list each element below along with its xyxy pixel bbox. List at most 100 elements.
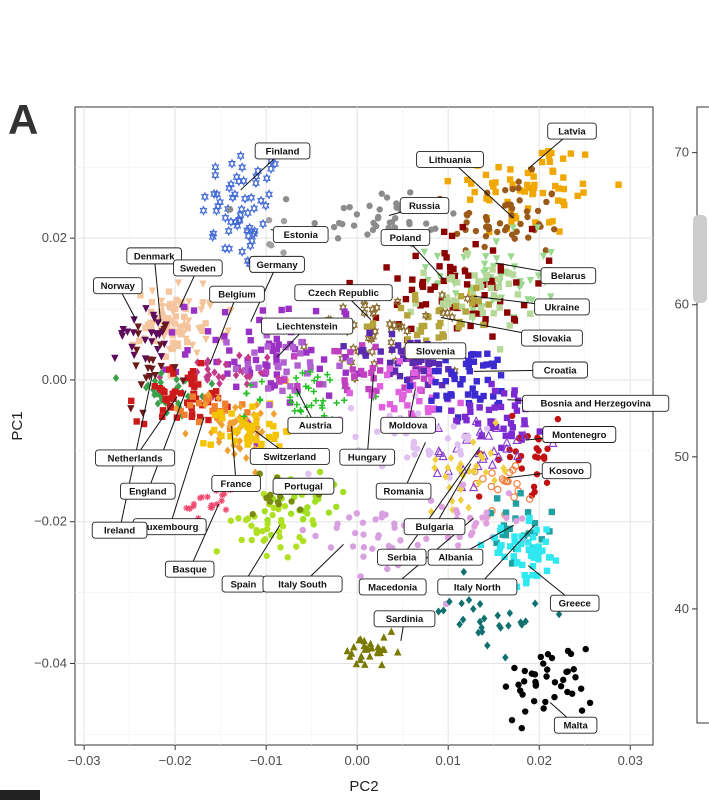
label-denmark: Denmark — [126, 247, 182, 265]
data-point — [456, 620, 463, 629]
data-point — [427, 286, 434, 293]
data-point — [334, 235, 342, 242]
data-point — [290, 353, 298, 360]
data-point — [269, 511, 276, 519]
data-point — [440, 277, 448, 285]
label-box — [254, 142, 311, 160]
data-point — [273, 358, 280, 366]
data-point — [559, 676, 567, 684]
data-point — [378, 660, 386, 669]
leader-line — [434, 463, 472, 527]
data-point — [403, 376, 411, 384]
data-point — [417, 328, 425, 335]
data-point — [157, 297, 166, 306]
data-point — [519, 561, 526, 569]
data-point — [492, 188, 499, 196]
data-point — [504, 309, 511, 316]
data-point — [442, 378, 450, 385]
data-point — [211, 426, 218, 434]
data-point — [202, 335, 210, 344]
data-point — [526, 276, 535, 285]
data-point — [252, 412, 260, 419]
data-point — [231, 418, 238, 427]
data-point — [526, 514, 533, 522]
label-text: Ireland — [104, 526, 135, 537]
data-point — [511, 402, 519, 409]
y-axis-title: PC1 — [9, 411, 26, 440]
data-point — [531, 671, 539, 678]
data-point — [513, 228, 520, 235]
data-point — [475, 426, 485, 436]
data-point — [346, 203, 353, 211]
data-point — [533, 445, 540, 452]
label-italy-south: Italy South — [262, 575, 343, 593]
data-point — [444, 435, 452, 442]
data-point — [316, 365, 323, 372]
data-point — [570, 666, 577, 673]
data-point — [449, 304, 456, 311]
data-point — [133, 418, 140, 425]
data-point — [506, 176, 514, 183]
data-point — [482, 253, 490, 261]
data-point — [519, 691, 526, 698]
data-point — [312, 397, 320, 404]
label-text: Moldova — [389, 421, 428, 432]
data-point — [316, 381, 323, 388]
data-point — [489, 247, 497, 254]
data-point — [257, 346, 265, 353]
data-point — [442, 472, 449, 481]
data-point — [490, 310, 497, 317]
data-point — [509, 224, 517, 232]
data-point — [357, 367, 365, 375]
data-point — [540, 705, 547, 712]
data-point — [270, 409, 278, 418]
data-point — [376, 383, 384, 390]
data-point — [170, 301, 178, 308]
data-point — [351, 373, 358, 380]
data-point — [401, 384, 408, 391]
data-point — [406, 382, 414, 390]
data-point — [245, 366, 252, 373]
data-point — [473, 284, 480, 292]
data-point — [368, 346, 377, 358]
data-point — [445, 300, 452, 308]
data-point — [471, 415, 481, 426]
data-point — [455, 464, 462, 473]
data-point — [211, 368, 218, 377]
data-point — [425, 360, 433, 367]
data-point — [435, 334, 442, 341]
data-point — [547, 293, 555, 301]
data-point — [574, 192, 581, 200]
label-text: Romania — [384, 487, 425, 498]
data-point — [198, 301, 207, 310]
data-point — [502, 443, 512, 453]
label-hungary: Hungary — [339, 448, 395, 466]
data-point — [199, 280, 207, 288]
data-point — [273, 353, 280, 360]
label-box — [437, 578, 518, 596]
data-point — [173, 404, 180, 413]
data-point — [407, 189, 414, 196]
label-portugal: Portugal — [272, 477, 335, 495]
data-point — [458, 599, 465, 608]
label-kosovo: Kosovo — [541, 462, 592, 480]
data-point — [251, 349, 258, 356]
data-point — [518, 533, 525, 540]
data-point — [238, 416, 245, 423]
data-point — [159, 413, 166, 421]
data-point — [177, 390, 185, 397]
data-point — [535, 543, 542, 550]
data-point — [551, 679, 559, 686]
data-point — [386, 365, 393, 372]
data-point — [392, 214, 399, 222]
series-sardinia — [343, 627, 402, 669]
data-point — [528, 492, 536, 499]
data-point — [236, 436, 244, 445]
data-point — [470, 467, 477, 476]
data-point — [471, 272, 478, 279]
label-text: Latvia — [558, 127, 586, 138]
data-point — [363, 323, 371, 330]
data-point — [511, 533, 518, 540]
data-point — [403, 454, 411, 461]
data-point — [263, 332, 270, 339]
